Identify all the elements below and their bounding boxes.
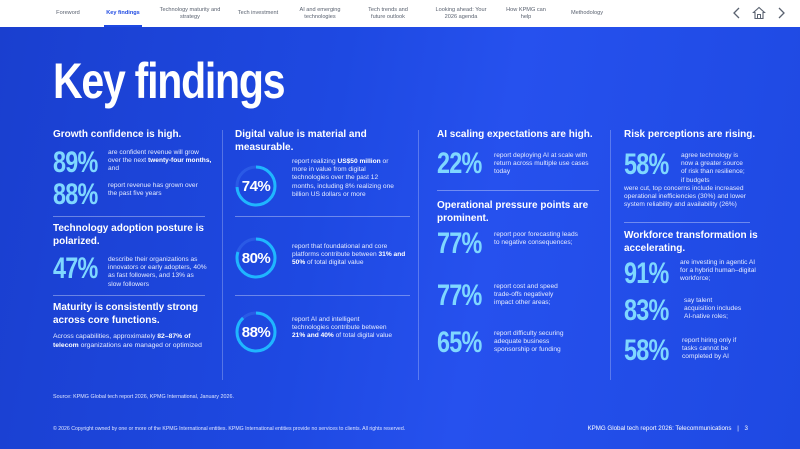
adoption-text: describe their organizations as innovato… <box>108 256 207 288</box>
adoption-heading: Technology adoption posture is polarized… <box>53 223 204 247</box>
workforce-stat-1: 91% <box>624 257 669 290</box>
maturity-text: Across capabilities, approximately 82–87… <box>53 333 202 349</box>
pressure-text-1: report poor forecasting leads to negativ… <box>494 231 578 247</box>
source-note: Source: KPMG Global tech report 2026, KP… <box>53 394 234 400</box>
home-icon[interactable] <box>752 6 766 20</box>
page-title: Key findings <box>53 53 285 109</box>
section-divider <box>235 295 410 296</box>
section-divider <box>437 190 599 191</box>
workforce-text-3: report hiring only if tasks cannot be co… <box>682 337 737 361</box>
ring-chart-88-label: 88% <box>241 323 271 341</box>
nav-tech-investment[interactable]: Tech investment <box>237 10 279 16</box>
section-divider <box>53 295 205 296</box>
growth-text-1: are confident revenue will grow over the… <box>108 149 212 173</box>
section-divider <box>235 216 410 217</box>
pressure-stat-1: 77% <box>437 227 482 260</box>
pressure-heading: Operational pressure points are prominen… <box>437 200 589 224</box>
growth-stat-1: 89% <box>53 146 98 179</box>
pressure-stat-3: 65% <box>437 326 482 359</box>
ring-chart-74-label: 74% <box>241 177 271 195</box>
copyright-text: © 2026 Copyright owned by one or more of… <box>53 426 406 432</box>
ring-chart-74: 74% <box>234 164 278 208</box>
nav-foreword[interactable]: Foreword <box>56 10 80 16</box>
digital-heading: Digital value is material and measurable… <box>235 129 367 153</box>
top-navigation: Foreword Key findings Technology maturit… <box>0 0 800 27</box>
nav-tech-trends[interactable]: Tech trends and future outlook <box>368 6 408 20</box>
ai-stat: 22% <box>437 147 482 180</box>
ring-chart-80-label: 80% <box>241 249 271 267</box>
nav-looking-ahead[interactable]: Looking ahead: Your 2026 agenda <box>435 6 487 20</box>
growth-text-2: report revenue has grown over the past f… <box>108 182 198 198</box>
growth-stat-2: 88% <box>53 178 98 211</box>
nav-key-findings[interactable]: Key findings <box>98 0 148 27</box>
workforce-stat-3: 58% <box>624 334 669 367</box>
ring-chart-88: 88% <box>234 310 278 354</box>
column-divider <box>418 130 419 380</box>
risk-text-side: agree technology is now a greater source… <box>681 152 745 184</box>
risk-heading: Risk perceptions are rising. <box>624 129 756 140</box>
column-divider <box>610 130 611 380</box>
footer-report: KPMG Global tech report 2026: Telecommun… <box>587 425 748 432</box>
pressure-stat-2: 77% <box>437 279 482 312</box>
content-panel <box>0 27 800 449</box>
adoption-stat: 47% <box>53 252 98 285</box>
ring-chart-80: 80% <box>234 236 278 280</box>
digital-text-1: report realizing US$50 million or more i… <box>292 158 394 198</box>
digital-text-2: report that foundational and core platfo… <box>292 243 406 267</box>
chevron-right-icon[interactable] <box>774 6 788 20</box>
section-divider <box>53 216 205 217</box>
section-divider <box>624 222 750 223</box>
workforce-heading: Workforce transformation is accelerating… <box>624 230 758 254</box>
chevron-left-icon[interactable] <box>730 6 744 20</box>
growth-heading: Growth confidence is high. <box>53 129 182 140</box>
column-divider <box>222 130 223 380</box>
pressure-text-2: report cost and speed trade-offs negativ… <box>494 283 558 307</box>
nav-technology-maturity[interactable]: Technology maturity and strategy <box>159 6 221 20</box>
workforce-text-2: say talent acquisition includes AI-nativ… <box>684 297 742 321</box>
workforce-text-1: are investing in agentic AI for a hybrid… <box>680 259 756 283</box>
pressure-text-3: report difficulty securing adequate busi… <box>494 330 564 354</box>
risk-text-wide: were cut, top concerns include increased… <box>624 185 746 209</box>
digital-text-3: report AI and intelligent technologies c… <box>292 316 393 340</box>
nav-methodology[interactable]: Methodology <box>570 10 604 16</box>
risk-stat: 58% <box>624 148 669 181</box>
maturity-heading: Maturity is consistently strong across c… <box>53 302 199 326</box>
footer-divider: | <box>737 425 739 432</box>
nav-how-kpmg-can-help[interactable]: How KPMG can help <box>506 6 546 20</box>
ai-text: report deploying AI at scale with return… <box>494 152 589 176</box>
ai-heading: AI scaling expectations are high. <box>437 129 593 140</box>
nav-ai-emerging[interactable]: AI and emerging technologies <box>299 6 341 20</box>
report-title: KPMG Global tech report 2026: Telecommun… <box>587 425 732 432</box>
workforce-stat-2: 83% <box>624 294 669 327</box>
page-number: 3 <box>744 425 748 432</box>
